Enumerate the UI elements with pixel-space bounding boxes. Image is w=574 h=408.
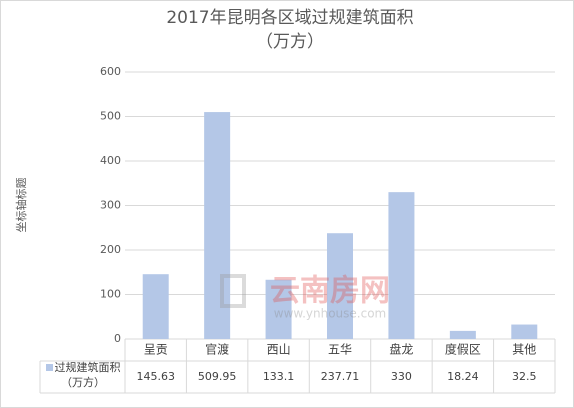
watermark-url: www.ynhouse.com [274,307,387,321]
bar [204,112,231,339]
x-tick-label: 呈贡 [144,343,168,357]
watermark-logo [220,274,246,308]
watermark: 云南房网 www.ynhouse.com [220,274,390,321]
x-tick-label: 其他 [512,343,536,357]
y-tick-label: 300 [100,199,121,212]
table-value: 330 [391,370,412,383]
legend-cell: 过规建筑面积（万方） [42,360,124,390]
y-tick-label: 500 [100,110,121,123]
y-tick-label: 400 [100,154,121,167]
y-tick-label: 200 [100,243,121,256]
x-tick-label: 五华 [328,343,352,357]
x-tick-label: 官渡 [205,342,229,357]
x-tick-label: 度假区 [445,342,481,357]
bar [265,279,292,339]
chart-subtitle: （万方） [256,32,324,52]
y-axis-title: 坐标轴标题 [14,178,28,233]
y-tick-label: 0 [114,332,121,345]
bar [388,192,415,339]
table-value: 145.63 [136,370,175,383]
table-value: 237.71 [321,370,360,383]
bar [327,233,353,339]
table-value: 509.95 [198,370,237,383]
table-value: 32.5 [512,370,537,383]
y-tick-label: 600 [100,65,121,78]
bar [449,330,476,339]
y-tick-label: 100 [100,288,121,301]
chart-title: 2017年昆明各区域过规建筑面积 [166,8,413,28]
x-tick-label: 西山 [267,343,291,357]
bar [511,324,538,339]
bar [142,274,169,339]
table-value: 133.1 [263,370,295,383]
legend-swatch [45,364,53,371]
legend-label: 过规建筑面积（万方） [54,361,121,389]
x-tick-label: 盘龙 [389,342,413,357]
table-value: 18.24 [447,370,479,383]
watermark-text: 云南房网 [270,274,390,309]
